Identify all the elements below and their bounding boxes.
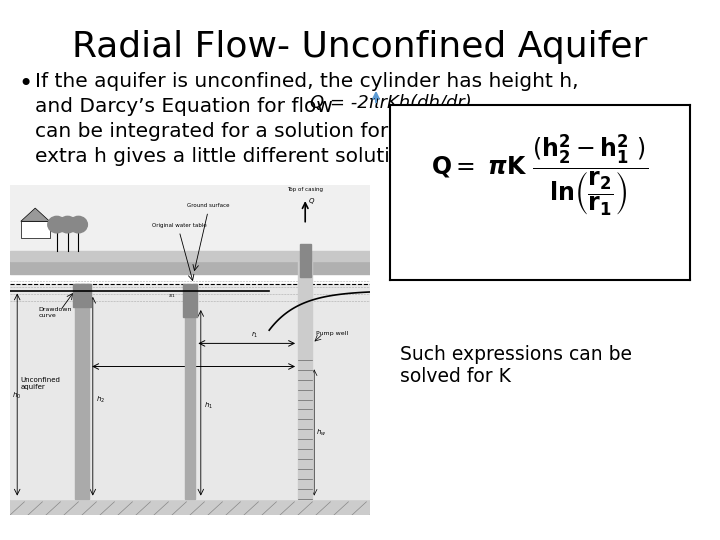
Bar: [10, 284, 370, 498]
Text: Radial Flow- Unconfined Aquifer: Radial Flow- Unconfined Aquifer: [72, 30, 648, 64]
Text: $\mathbf{Q} = \ \boldsymbol{\pi} \mathbf{K} \ \dfrac{(\mathbf{h_2^2} - \mathbf{h: $\mathbf{Q} = \ \boldsymbol{\pi} \mathbf…: [431, 132, 649, 218]
Circle shape: [69, 217, 87, 233]
Text: Unconfined
aquifer: Unconfined aquifer: [21, 376, 60, 389]
Bar: [21, 221, 50, 238]
Circle shape: [48, 217, 66, 233]
Bar: [10, 254, 370, 274]
Bar: [298, 261, 312, 498]
Text: Top of casing: Top of casing: [287, 187, 323, 192]
Bar: [10, 251, 370, 261]
Text: extra h gives a little different solution:: extra h gives a little different solutio…: [35, 147, 422, 166]
Text: If the aquifer is unconfined, the cylinder has height h,: If the aquifer is unconfined, the cylind…: [35, 72, 579, 91]
Bar: [75, 284, 89, 498]
Bar: [183, 284, 197, 317]
Text: Pump well: Pump well: [316, 331, 348, 336]
Text: $h_2$: $h_2$: [96, 394, 105, 404]
Text: $h_1$: $h_1$: [204, 401, 213, 411]
Text: •: •: [18, 72, 32, 96]
Text: $h_0$: $h_0$: [12, 391, 21, 401]
Bar: [300, 245, 310, 278]
Text: $r_1$: $r_1$: [251, 330, 258, 340]
Text: Such expressions can be
solved for K: Such expressions can be solved for K: [400, 345, 632, 386]
Circle shape: [58, 217, 76, 233]
Text: Ground surface: Ground surface: [186, 203, 229, 208]
Text: Original water table: Original water table: [152, 223, 207, 228]
Text: $2r_w$: $2r_w$: [299, 489, 311, 497]
Text: Drawdown
curve: Drawdown curve: [39, 307, 72, 318]
Bar: [10, 498, 370, 515]
Text: Q = -2πrKh(dh/dr): Q = -2πrKh(dh/dr): [310, 94, 472, 112]
Text: $s_1$: $s_1$: [168, 292, 176, 300]
Text: $r_2$: $r_2$: [190, 353, 197, 363]
Polygon shape: [21, 208, 50, 221]
Bar: [73, 284, 91, 307]
Text: and Darcy’s Equation for flow: and Darcy’s Equation for flow: [35, 97, 333, 116]
Bar: [10, 185, 370, 251]
Text: can be integrated for a solution for r and h as well. The: can be integrated for a solution for r a…: [35, 122, 593, 141]
Bar: [184, 294, 195, 498]
Text: $h_w$: $h_w$: [316, 427, 326, 437]
Text: Q: Q: [309, 198, 315, 204]
